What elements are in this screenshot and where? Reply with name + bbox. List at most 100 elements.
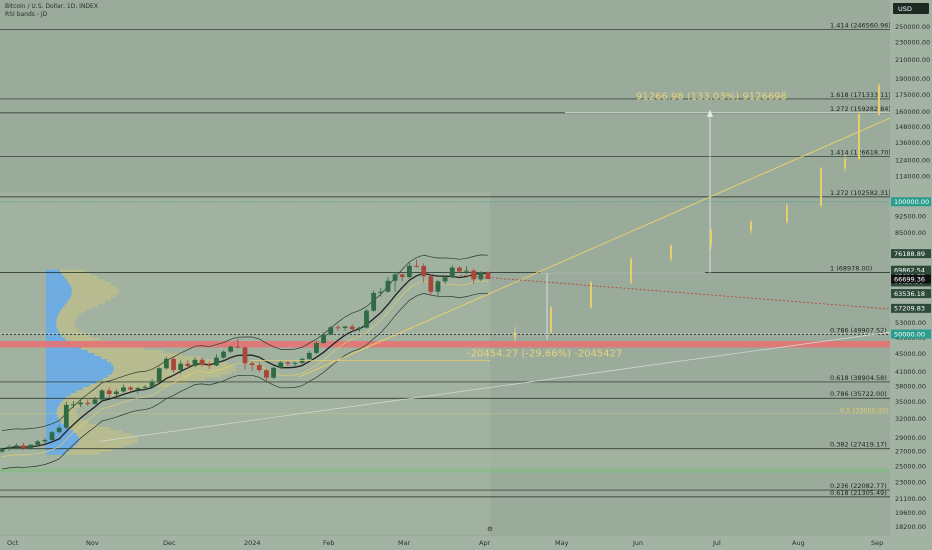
trend-line-yellow [299,117,891,378]
candle-body [364,310,369,328]
currency-button-label: USD [898,5,912,13]
candle-body [185,363,191,366]
candle-body [71,404,76,406]
fib-label: 1.272 (102582.31) [830,189,891,197]
candle-body [278,362,284,368]
profile-bar-ext [82,386,150,390]
price-tag [891,289,931,299]
candle-body [378,291,384,293]
y-tick-label: 23000.00 [895,478,926,486]
profile-bar [46,405,59,409]
profile-bar [46,291,72,295]
profile-bar [46,328,58,332]
y-tick-label: 41000.00 [895,368,926,376]
currency-button[interactable] [893,3,929,14]
profile-bar-ext [87,349,163,353]
profile-bar [46,402,60,406]
profile-bar-ext [62,306,92,310]
price-tag [891,274,931,284]
profile-bar-ext [71,291,119,295]
profile-bar [46,294,72,298]
profile-bar-ext [76,433,132,437]
profile-bar [46,386,83,390]
profile-bar-ext [65,337,100,341]
profile-bar [46,356,102,360]
fib-label-extra: 0.5 (33000.00) [840,406,889,414]
x-tick-label: Aug [792,539,805,547]
candle-body [235,346,241,348]
projection-body [590,282,592,308]
profile-bar [46,414,58,418]
profile-bar [46,359,107,363]
chart-header: Bitcoin / U.S. Dollar, 1D, INDEX RSI ban… [5,3,98,19]
y-tick-label: 19600.00 [895,509,926,517]
projection-body [670,245,672,260]
candle-body [21,445,26,449]
candle-body [171,358,176,371]
x-tick-label: Jun [632,539,643,547]
profile-bar [46,420,62,424]
y-tick-label: 85000.00 [895,229,926,237]
profile-bar [46,334,62,338]
y-tick-label: 29000.00 [895,434,926,442]
candle-body [163,358,169,369]
y-tick-label: 21100.00 [895,495,926,503]
y-tick-label: 160000.00 [895,108,930,116]
candle-body [428,276,434,292]
fib-label: 1.414 (126618.70) [830,149,891,157]
profile-bar-ext [58,312,81,316]
candle-body [42,440,48,442]
x-tick-label: 2024 [244,539,261,547]
projection-body [786,205,788,222]
projection-body [750,221,752,231]
green-strip [0,468,890,473]
profile-bar [46,282,70,286]
candle-body [292,362,298,364]
candle-body [35,441,41,445]
fib-label: 0.382 (27419.17) [830,441,887,449]
y-tick-label: 136000.00 [895,139,930,147]
price-tag-label: 76188.89 [894,250,925,258]
profile-bar [46,346,82,350]
profile-bar [46,337,66,341]
y-tick-label: 148000.00 [895,123,930,131]
y-tick-label: 190000.00 [895,75,930,83]
price-tag-label: 50000.00 [894,330,925,338]
profile-bar-ext [57,316,78,319]
candle-body [142,386,148,388]
settings-icon[interactable]: ⚙ [487,525,493,533]
profile-bar [46,325,57,329]
profile-bar [46,349,88,353]
candle-body [192,359,198,366]
profile-bar-ext [69,448,112,452]
x-tick-label: Sep [871,539,883,547]
fib-label: 1.618 (171333.11) [830,91,891,99]
projection-body [820,168,822,206]
candle-body [371,292,377,311]
candle-body [92,399,98,404]
profile-bar-ext [101,356,201,360]
profile-bar-ext [68,427,111,430]
candle-body [314,343,319,353]
profile-bar-ext [112,371,231,375]
price-tag [891,303,931,313]
y-tick-label: 114000.00 [895,173,930,181]
profile-bar [46,374,109,378]
fib-label: 0.618 (21305.49) [830,489,887,497]
y-tick-label: 38000.00 [895,382,926,390]
profile-bar-ext [59,269,86,273]
profile-bar-ext [94,353,183,356]
profile-bar [46,316,58,319]
y-tick-label: 175000.00 [895,91,930,99]
fib-label: 0.786 (35722.00) [830,390,887,398]
profile-bar [46,448,70,452]
candle-body [435,281,441,292]
profile-bar-ext [59,331,84,335]
candle-body [414,265,419,267]
profile-bar [46,297,70,301]
candle-body [335,327,341,329]
profile-bar [46,383,90,387]
profile-bar [46,408,57,412]
profile-bar [46,353,95,356]
